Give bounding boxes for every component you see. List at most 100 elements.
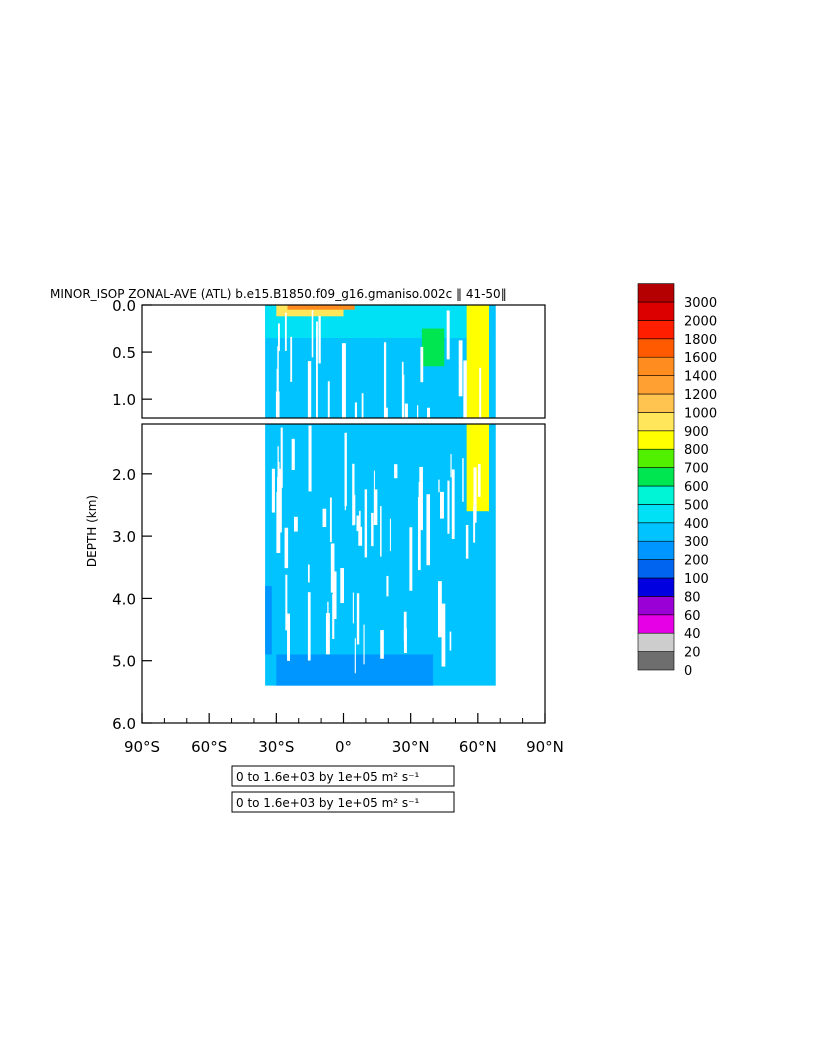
field-gap [332, 571, 337, 620]
field-gap [384, 407, 388, 418]
field-gap [403, 628, 407, 654]
field-region-mid-green-upper [421, 328, 445, 367]
field-gap [327, 381, 330, 418]
info-box-1-text: 0 to 1.6e+03 by 1e+05 m² s⁻¹ [236, 770, 420, 784]
x-tick-label: 30°N [392, 738, 430, 756]
field-gap [373, 470, 375, 490]
colorbar-label: 700 [684, 462, 709, 477]
field-gap [311, 310, 314, 358]
field-gap [462, 458, 464, 502]
colorbar-swatch [637, 632, 675, 652]
field-region-subpolar-band-upper [466, 305, 490, 418]
field-gap [332, 547, 334, 588]
field-gap [401, 361, 404, 418]
colorbar-label: 20 [684, 646, 701, 661]
field-gap [402, 374, 405, 418]
field-gap [383, 342, 387, 418]
x-tick-label: 60°S [191, 738, 227, 756]
colorbar-label: 80 [684, 590, 701, 605]
field-gap [276, 491, 281, 554]
field-gap [373, 489, 378, 525]
field-gap [344, 432, 347, 507]
field-gap [277, 346, 279, 418]
field-gap [477, 463, 481, 497]
colorbar-label: 100 [684, 572, 709, 587]
field-gap [380, 630, 384, 659]
colorbar-label: 500 [684, 498, 709, 513]
field-gap [356, 593, 360, 645]
field-gap [409, 527, 413, 591]
colorbar-label: 900 [684, 425, 709, 440]
field-gap [447, 480, 450, 534]
colorbar-label: 200 [684, 554, 709, 569]
y-axis-label: DEPTH (km) [85, 495, 99, 567]
colorbar-swatch [637, 320, 675, 340]
field-gap [356, 515, 361, 532]
colorbar-swatch [637, 559, 675, 579]
field-gap [315, 321, 318, 418]
colorbar-swatch [637, 614, 675, 634]
field-gap [364, 489, 368, 558]
info-box-1: 0 to 1.6e+03 by 1e+05 m² s⁻¹ [231, 765, 455, 787]
x-tick-label: 0° [335, 738, 352, 756]
field-gap [290, 336, 293, 382]
field-gap [353, 494, 356, 525]
field-gap [277, 461, 280, 514]
field-gap [417, 496, 421, 571]
field-gap [307, 564, 310, 583]
field-gap [327, 601, 329, 650]
field-gap [420, 346, 424, 383]
field-gap [322, 508, 327, 527]
colorbar-label: 40 [684, 627, 701, 642]
x-tick-label: 90°N [526, 738, 564, 756]
colorbar-swatch [637, 448, 675, 468]
field-gap [308, 425, 312, 492]
field-gap [426, 494, 431, 566]
info-box-2-text: 0 to 1.6e+03 by 1e+05 m² s⁻¹ [236, 796, 420, 810]
axes: 90°S 60°S 30°S 0° 30°N 60°N 90°N 0.0 0.5 1.0 2.0 3.… [112, 297, 564, 756]
field-gap [404, 403, 408, 418]
colorbar-label: 600 [684, 480, 709, 495]
field-gap [450, 454, 452, 478]
y-tick-label: 1.0 [112, 391, 136, 409]
colorbar-swatch [637, 540, 675, 560]
y-tick-label: 6.0 [112, 715, 136, 733]
colorbar-swatch [637, 522, 675, 542]
field-gap [284, 312, 287, 351]
field-gap [394, 464, 398, 479]
colorbar-swatch [637, 467, 675, 487]
x-tick-label: 90°S [124, 738, 160, 756]
field-gap [354, 402, 358, 418]
chart-title: MINOR_ISOP ZONAL-AVE (ATL) b.e15.B1850.f… [50, 287, 507, 301]
field-gap [307, 592, 311, 661]
field-gap [340, 568, 344, 604]
colorbar-swatch [637, 338, 675, 358]
field-gap [403, 611, 407, 642]
field-gap [479, 367, 482, 418]
field-region-subpolar-band-lower [466, 424, 490, 512]
colorbar-label: 1200 [684, 388, 717, 403]
field-gap [329, 497, 332, 543]
field-region-deep-edge-lower [265, 585, 272, 655]
y-tick-label: 2.0 [112, 466, 136, 484]
field-gap [287, 613, 291, 661]
colorbar-label: 400 [684, 517, 709, 532]
field-gap [341, 343, 346, 418]
colorbar-swatch [637, 412, 675, 432]
x-tick-label: 30°S [258, 738, 294, 756]
colorbar-swatch [637, 651, 675, 671]
colorbar-swatch [637, 485, 675, 505]
colorbar-swatch [637, 430, 675, 450]
x-tick-label: 60°N [459, 738, 497, 756]
field-gap [285, 574, 288, 631]
field-gap [465, 524, 469, 559]
field-gap [363, 624, 365, 665]
field-gap [307, 361, 312, 418]
colorbar-label: 2000 [684, 314, 717, 329]
field-gap [419, 466, 423, 531]
field-gap [358, 526, 363, 546]
field-gap [417, 405, 419, 418]
colorbar-swatch [637, 577, 675, 597]
field-gap [352, 463, 355, 526]
